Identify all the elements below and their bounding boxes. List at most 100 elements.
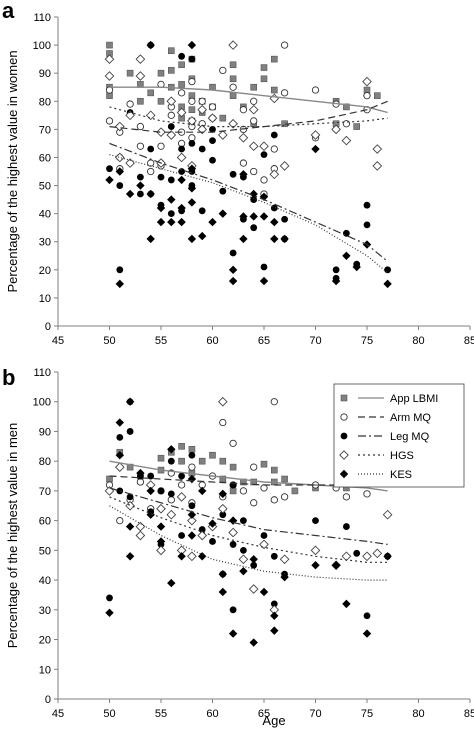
data-point	[250, 463, 258, 471]
series-3	[104, 40, 383, 180]
data-point	[239, 159, 248, 167]
y-tick-label: 10	[39, 664, 51, 676]
data-point	[250, 167, 258, 176]
data-point	[198, 486, 207, 496]
data-point	[115, 418, 124, 427]
legend-item: HGS	[339, 450, 414, 462]
data-point	[343, 103, 350, 111]
data-point	[125, 500, 135, 511]
data-point	[239, 106, 248, 114]
data-point	[383, 552, 392, 561]
data-point	[147, 145, 155, 153]
data-point	[383, 279, 392, 289]
data-point	[178, 457, 185, 465]
data-point	[156, 203, 166, 213]
data-point	[279, 554, 290, 565]
data-point	[114, 152, 125, 163]
y-tick-label: 90	[39, 68, 51, 80]
data-point	[240, 517, 247, 525]
data-point	[137, 190, 144, 198]
data-point	[259, 587, 269, 597]
legend-label: HGS	[390, 450, 414, 462]
data-point	[157, 97, 165, 105]
y-axis-label: Percentage of the highest value in women	[5, 50, 20, 292]
data-point	[280, 234, 289, 244]
data-point	[125, 397, 135, 406]
data-point	[209, 156, 216, 164]
x-tick-label: 45	[52, 708, 64, 720]
data-point	[188, 55, 196, 63]
legend-label: KES	[390, 469, 412, 481]
data-point	[207, 113, 218, 123]
legend-label: Arm MQ	[390, 412, 431, 424]
data-point	[187, 184, 197, 193]
data-point	[229, 463, 237, 471]
data-point	[260, 64, 268, 71]
data-point	[147, 167, 155, 176]
data-point	[178, 532, 186, 539]
data-point	[188, 451, 196, 459]
data-point	[187, 116, 197, 126]
data-point	[270, 234, 279, 244]
data-point	[281, 475, 288, 483]
data-point	[125, 110, 135, 121]
data-point	[125, 189, 135, 199]
data-point	[146, 510, 155, 519]
data-point	[217, 396, 228, 407]
data-point	[198, 526, 206, 533]
data-point	[167, 176, 175, 184]
data-point	[229, 249, 237, 257]
x-tick-label: 85	[464, 335, 474, 347]
data-point	[198, 457, 206, 465]
legend-marker	[340, 432, 348, 440]
y-tick-label: 110	[33, 367, 51, 379]
data-point	[177, 203, 186, 213]
data-point	[209, 538, 216, 545]
data-point	[310, 130, 321, 140]
data-point	[219, 418, 227, 427]
data-point	[105, 117, 114, 125]
data-point	[238, 554, 249, 565]
data-point	[217, 130, 228, 140]
data-point	[228, 527, 238, 538]
data-point	[208, 103, 217, 111]
data-point	[353, 549, 361, 557]
y-tick-label: 100	[33, 40, 51, 52]
data-point	[342, 493, 351, 501]
data-point	[116, 182, 124, 189]
data-point	[105, 608, 114, 617]
y-tick-label: 60	[39, 152, 51, 164]
data-point	[166, 130, 177, 140]
data-point	[260, 263, 268, 271]
trend-line	[109, 487, 388, 545]
data-point	[250, 499, 258, 507]
series-1	[105, 41, 371, 198]
data-point	[343, 229, 350, 237]
data-point	[145, 110, 156, 121]
data-point	[238, 132, 249, 143]
data-point	[311, 144, 320, 154]
data-point	[362, 76, 372, 87]
data-point	[270, 611, 279, 620]
y-tick-label: 40	[39, 209, 51, 221]
data-point	[156, 127, 166, 138]
data-point	[219, 187, 227, 195]
data-point	[228, 40, 238, 50]
data-point	[229, 606, 237, 614]
data-point	[198, 145, 206, 153]
data-point	[250, 561, 258, 569]
data-point	[188, 140, 196, 147]
data-point	[187, 531, 197, 540]
x-tick-label: 65	[258, 335, 270, 347]
data-point	[260, 151, 268, 159]
legend: App LBMI Arm MQ Leg MQ HGS KES	[333, 383, 465, 488]
data-point	[229, 92, 237, 99]
data-point	[260, 176, 268, 184]
data-point	[156, 503, 166, 514]
data-point	[137, 97, 144, 105]
data-point	[239, 566, 248, 576]
data-point	[208, 519, 217, 528]
series-4	[105, 40, 392, 289]
data-point	[217, 503, 228, 514]
legend-marker	[339, 469, 349, 479]
